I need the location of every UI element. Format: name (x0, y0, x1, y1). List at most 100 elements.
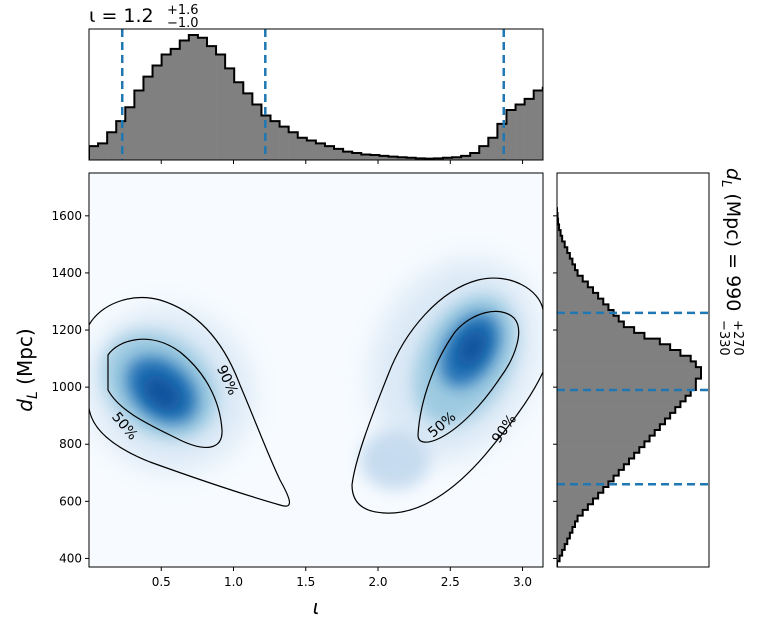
y-marginal-bar (557, 321, 624, 328)
x-marginal-bar (179, 40, 190, 160)
x-marginal-bar (361, 154, 371, 160)
y-marginal-bar (557, 504, 588, 511)
x-marginal-bar (379, 155, 389, 160)
y-marginal-bar (557, 555, 560, 562)
y-marginal-bar (557, 389, 691, 396)
x-marginal-bar (524, 98, 534, 160)
y-marginal-bar (557, 424, 660, 431)
y-marginal-bar (557, 367, 701, 374)
x-marginal-bar (479, 146, 489, 160)
joint-density (89, 259, 543, 514)
x-marginal-bar (561, 85, 570, 160)
y-marginal-bar (557, 469, 619, 476)
y-marginal-bar (557, 515, 578, 522)
x-marginal-bar (515, 104, 525, 160)
y-marginal-bar (557, 498, 593, 505)
x-marginal-bar (497, 123, 507, 160)
y-marginal-title-upper: +270 (730, 320, 745, 356)
x-marginal-bar (615, 127, 624, 160)
y-marginal-bar (557, 327, 635, 334)
y-tick-label: 1400 (51, 266, 82, 280)
y-marginal-bar (557, 350, 681, 357)
x-marginal-bar (134, 90, 144, 160)
x-marginal-bar (161, 54, 171, 160)
x-marginal-bar (89, 146, 99, 160)
x-tick-label: 0.5 (152, 575, 171, 589)
y-marginal-title: dL (Mpc) = 990 +270 −330 (716, 168, 745, 356)
contour-90-left (89, 297, 290, 507)
x-marginal-bar (334, 148, 344, 160)
y-marginal-bar (557, 270, 578, 277)
y-marginal-bar (557, 230, 561, 237)
x-marginal-outline (89, 34, 543, 160)
x-marginal-bar (234, 82, 244, 160)
density-peak-left (142, 375, 182, 411)
joint-panel: 50%90%50% 90% 0.5 1.0 1.5 2.0 2.5 3.0 40060080… (13, 172, 544, 619)
x-marginal-bar (343, 151, 353, 160)
y-marginal-bar (557, 407, 676, 414)
joint-x-axis: 0.5 1.0 1.5 2.0 2.5 3.0 (152, 567, 532, 589)
y-marginal-bar (557, 361, 696, 368)
contour-50-left (107, 338, 223, 448)
x-marginal-bar (452, 157, 462, 160)
x-marginal-bar (406, 157, 417, 160)
x-marginal-bar (143, 76, 153, 160)
density-haze-lower (360, 430, 430, 490)
x-marginal-histogram (89, 34, 670, 160)
y-marginal-frame (556, 172, 710, 568)
x-marginal-bar (488, 137, 498, 160)
joint-frame (88, 172, 544, 568)
x-marginal-bar (506, 110, 516, 160)
y-marginal-bar (557, 258, 573, 265)
x-marginal-ticks (160, 160, 524, 164)
x-marginal-quantile-lines (120, 29, 506, 160)
x-marginal-bar (470, 153, 480, 160)
y-marginal-bar (557, 315, 619, 322)
x-marginal-bar (306, 140, 317, 160)
x-marginal-bar (533, 90, 543, 160)
y-marginal-histogram (557, 207, 702, 567)
y-marginal-bar (557, 538, 568, 545)
x-marginal-bar (188, 35, 199, 160)
y-tick-label: 1200 (51, 323, 82, 337)
x-marginal-bar (542, 87, 543, 160)
y-marginal-bar (557, 458, 629, 465)
x-marginal-bar (252, 104, 262, 160)
y-marginal-bar (557, 487, 604, 494)
x-marginal-bar (125, 107, 135, 160)
density-peak-right (457, 329, 487, 367)
y-marginal-bar (557, 544, 565, 551)
y-marginal-bar (557, 401, 681, 408)
x-marginal-bar (661, 154, 670, 160)
y-marginal-bar (557, 304, 609, 311)
y-marginal-bar (557, 235, 563, 242)
x-marginal-bar (216, 54, 226, 160)
joint-y-axis-label: dL (Mpc) (13, 328, 41, 411)
y-marginal-panel: dL (Mpc) = 990 +270 −330 (553, 168, 745, 568)
x-marginal-bar (116, 121, 126, 160)
y-marginal-bar (557, 429, 655, 436)
x-marginal-bar (597, 116, 606, 160)
y-marginal-bar (557, 292, 599, 299)
y-marginal-bar (557, 418, 665, 425)
x-marginal-bar (442, 157, 453, 160)
x-marginal-bar (352, 153, 362, 160)
x-marginal-bar (461, 155, 471, 160)
y-marginal-bar (557, 452, 635, 459)
x-marginal-frame (88, 28, 544, 161)
x-marginal-bar (652, 152, 661, 160)
x-marginal-bar (624, 132, 633, 160)
y-marginal-bar (557, 395, 686, 402)
x-marginal-bar (588, 110, 597, 160)
x-marginal-title-lower: −1.0 (167, 16, 199, 31)
y-marginal-title-lower: −330 (716, 320, 731, 356)
x-marginal-bar (634, 141, 643, 160)
y-marginal-bar (557, 264, 575, 271)
x-marginal-bar (397, 157, 407, 160)
y-marginal-bar (557, 492, 599, 499)
x-tick-label: 1.0 (224, 575, 243, 589)
y-marginal-bar (557, 224, 560, 231)
x-marginal-bar (243, 93, 253, 160)
x-marginal-bar (225, 68, 235, 160)
